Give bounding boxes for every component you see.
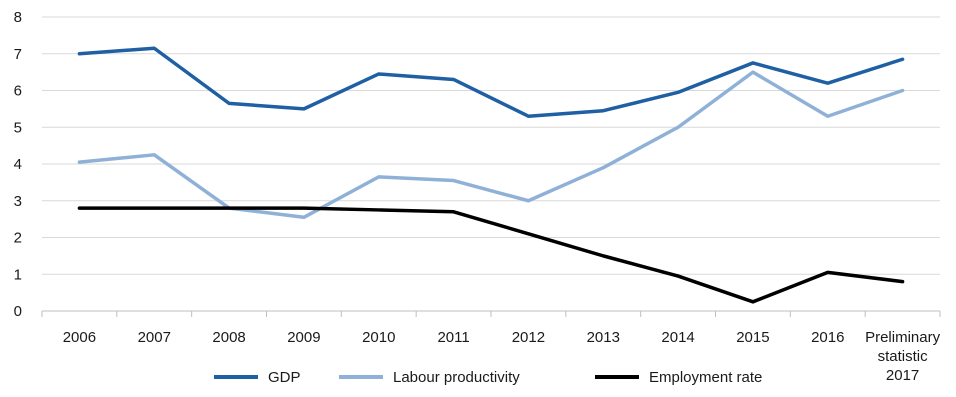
y-tick-label: 4 xyxy=(14,156,22,173)
x-tick-label: 2008 xyxy=(212,329,245,346)
x-tick-label: Preliminary statistic 2017 xyxy=(865,329,941,384)
series-line-gdp xyxy=(77,46,905,118)
x-axis: 2006 2007 2008 2009 2010 2011 2012 2013 2014 2015… xyxy=(41,310,941,384)
y-tick-label: 7 xyxy=(14,46,22,63)
y-tick-label: 2 xyxy=(14,230,22,247)
y-tick-label: 3 xyxy=(14,193,22,210)
x-tick-label: 2016 xyxy=(811,329,844,346)
x-tick-label: 2014 xyxy=(661,329,694,346)
series-line-labour-productivity xyxy=(77,70,905,220)
x-tick-label: 2012 xyxy=(512,329,545,346)
series-line-employment-rate xyxy=(77,206,905,304)
y-tick-label: 1 xyxy=(14,266,22,283)
y-axis: 0 1 2 3 4 5 6 7 8 xyxy=(14,9,22,320)
x-tick-label: 2010 xyxy=(362,329,395,346)
legend: GDP Labour productivity Employment rate xyxy=(214,369,762,386)
x-tick-label: 2011 xyxy=(437,329,469,346)
gridlines xyxy=(42,16,940,275)
x-tick-label: 2013 xyxy=(587,329,620,346)
y-tick-label: 0 xyxy=(14,303,22,320)
x-tick-label: 2015 xyxy=(736,329,769,346)
legend-label: Labour productivity xyxy=(393,369,520,386)
y-tick-label: 8 xyxy=(14,9,22,26)
legend-label: GDP xyxy=(268,369,301,386)
y-tick-label: 6 xyxy=(14,83,22,100)
legend-label: Employment rate xyxy=(649,369,762,386)
series-lines xyxy=(77,46,905,304)
x-tick-label: 2007 xyxy=(138,329,171,346)
x-tick-label: 2009 xyxy=(287,329,320,346)
y-tick-label: 5 xyxy=(14,119,22,136)
x-tick-label: 2006 xyxy=(63,329,96,346)
